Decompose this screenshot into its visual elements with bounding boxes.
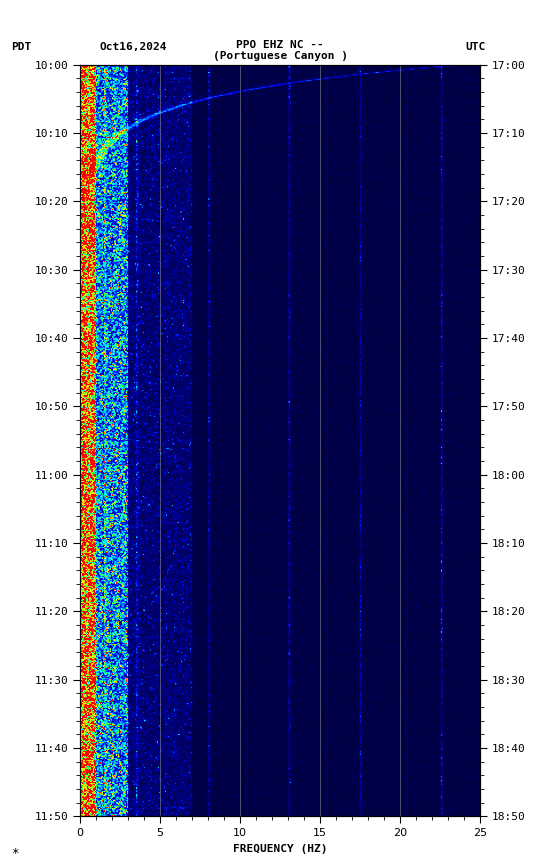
- Text: UTC: UTC: [465, 41, 486, 52]
- Title: PPO EHZ NC --
(Portuguese Canyon ): PPO EHZ NC -- (Portuguese Canyon ): [213, 40, 348, 61]
- Text: Oct16,2024: Oct16,2024: [99, 41, 167, 52]
- Text: PDT: PDT: [11, 41, 31, 52]
- X-axis label: FREQUENCY (HZ): FREQUENCY (HZ): [233, 844, 327, 854]
- Text: *: *: [11, 847, 19, 860]
